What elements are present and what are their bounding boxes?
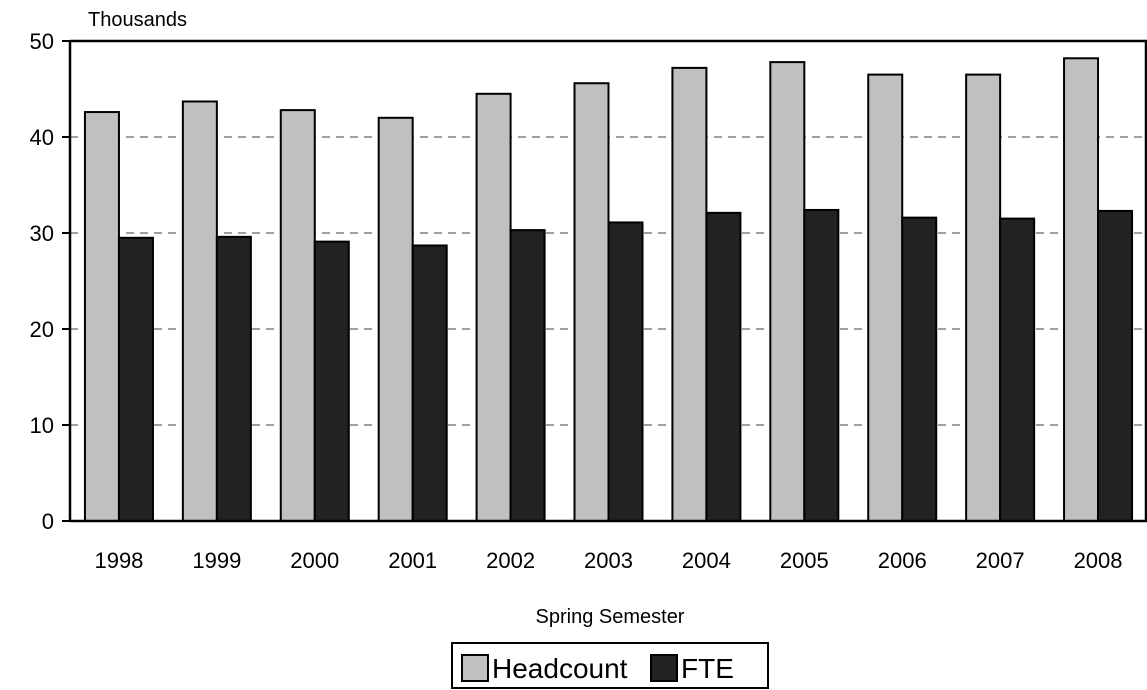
bar-fte-2008 xyxy=(1097,209,1134,522)
bar-headcount-2006 xyxy=(867,73,904,522)
bar-fte-2001 xyxy=(411,244,448,522)
x-tick-label: 2002 xyxy=(486,548,535,573)
bars xyxy=(83,57,1134,523)
bar-headcount-2000 xyxy=(279,109,316,523)
bar-headcount-2008 xyxy=(1063,57,1100,522)
x-axis-title: Spring Semester xyxy=(536,606,685,628)
bar-fte-2000 xyxy=(313,240,350,522)
bar-fte-2007 xyxy=(999,217,1036,522)
y-tick-label: 50 xyxy=(30,29,54,54)
x-tick-label: 1998 xyxy=(94,548,143,573)
bar-fte-2005 xyxy=(803,208,840,523)
bar-headcount-2003 xyxy=(573,82,610,523)
bar-headcount-2002 xyxy=(475,92,512,523)
legend-swatch-fte xyxy=(650,654,678,682)
bar-fte-1999 xyxy=(215,235,252,522)
y-tick-label: 10 xyxy=(30,413,54,438)
bar-headcount-1999 xyxy=(181,100,218,522)
bar-headcount-2007 xyxy=(965,73,1002,522)
legend: Headcount FTE xyxy=(451,642,769,689)
bar-headcount-2004 xyxy=(671,66,708,522)
y-units-label: Thousands xyxy=(88,9,187,31)
y-tick-label: 40 xyxy=(30,125,54,150)
bar-fte-2002 xyxy=(509,229,546,522)
bar-fte-2004 xyxy=(705,211,742,522)
legend-label-headcount: Headcount xyxy=(492,653,628,684)
x-tick-label: 2005 xyxy=(780,548,829,573)
bar-headcount-2005 xyxy=(769,61,806,523)
legend-label-fte: FTE xyxy=(681,653,734,684)
bar-fte-2003 xyxy=(607,221,644,522)
x-tick-label: 2001 xyxy=(388,548,437,573)
x-tick-label: 2007 xyxy=(976,548,1025,573)
y-tick-label: 30 xyxy=(30,221,54,246)
y-tick-label: 20 xyxy=(30,317,54,342)
x-tick-label: 2006 xyxy=(878,548,927,573)
x-tick-label: 2003 xyxy=(584,548,633,573)
x-tick-label: 2004 xyxy=(682,548,731,573)
bar-fte-2006 xyxy=(901,216,938,522)
bar-fte-1998 xyxy=(117,236,154,523)
bar-headcount-2001 xyxy=(377,116,414,523)
bar-headcount-1998 xyxy=(83,111,120,522)
legend-frame xyxy=(451,642,769,689)
x-tick-label: 2000 xyxy=(290,548,339,573)
legend-swatch-headcount xyxy=(461,654,489,682)
axes: Thousands Spring Semester 0 10 20 30 40 50 199… xyxy=(30,9,1147,628)
x-tick-label: 2008 xyxy=(1074,548,1123,573)
y-tick-label: 0 xyxy=(42,509,54,534)
x-tick-label: 1999 xyxy=(192,548,241,573)
